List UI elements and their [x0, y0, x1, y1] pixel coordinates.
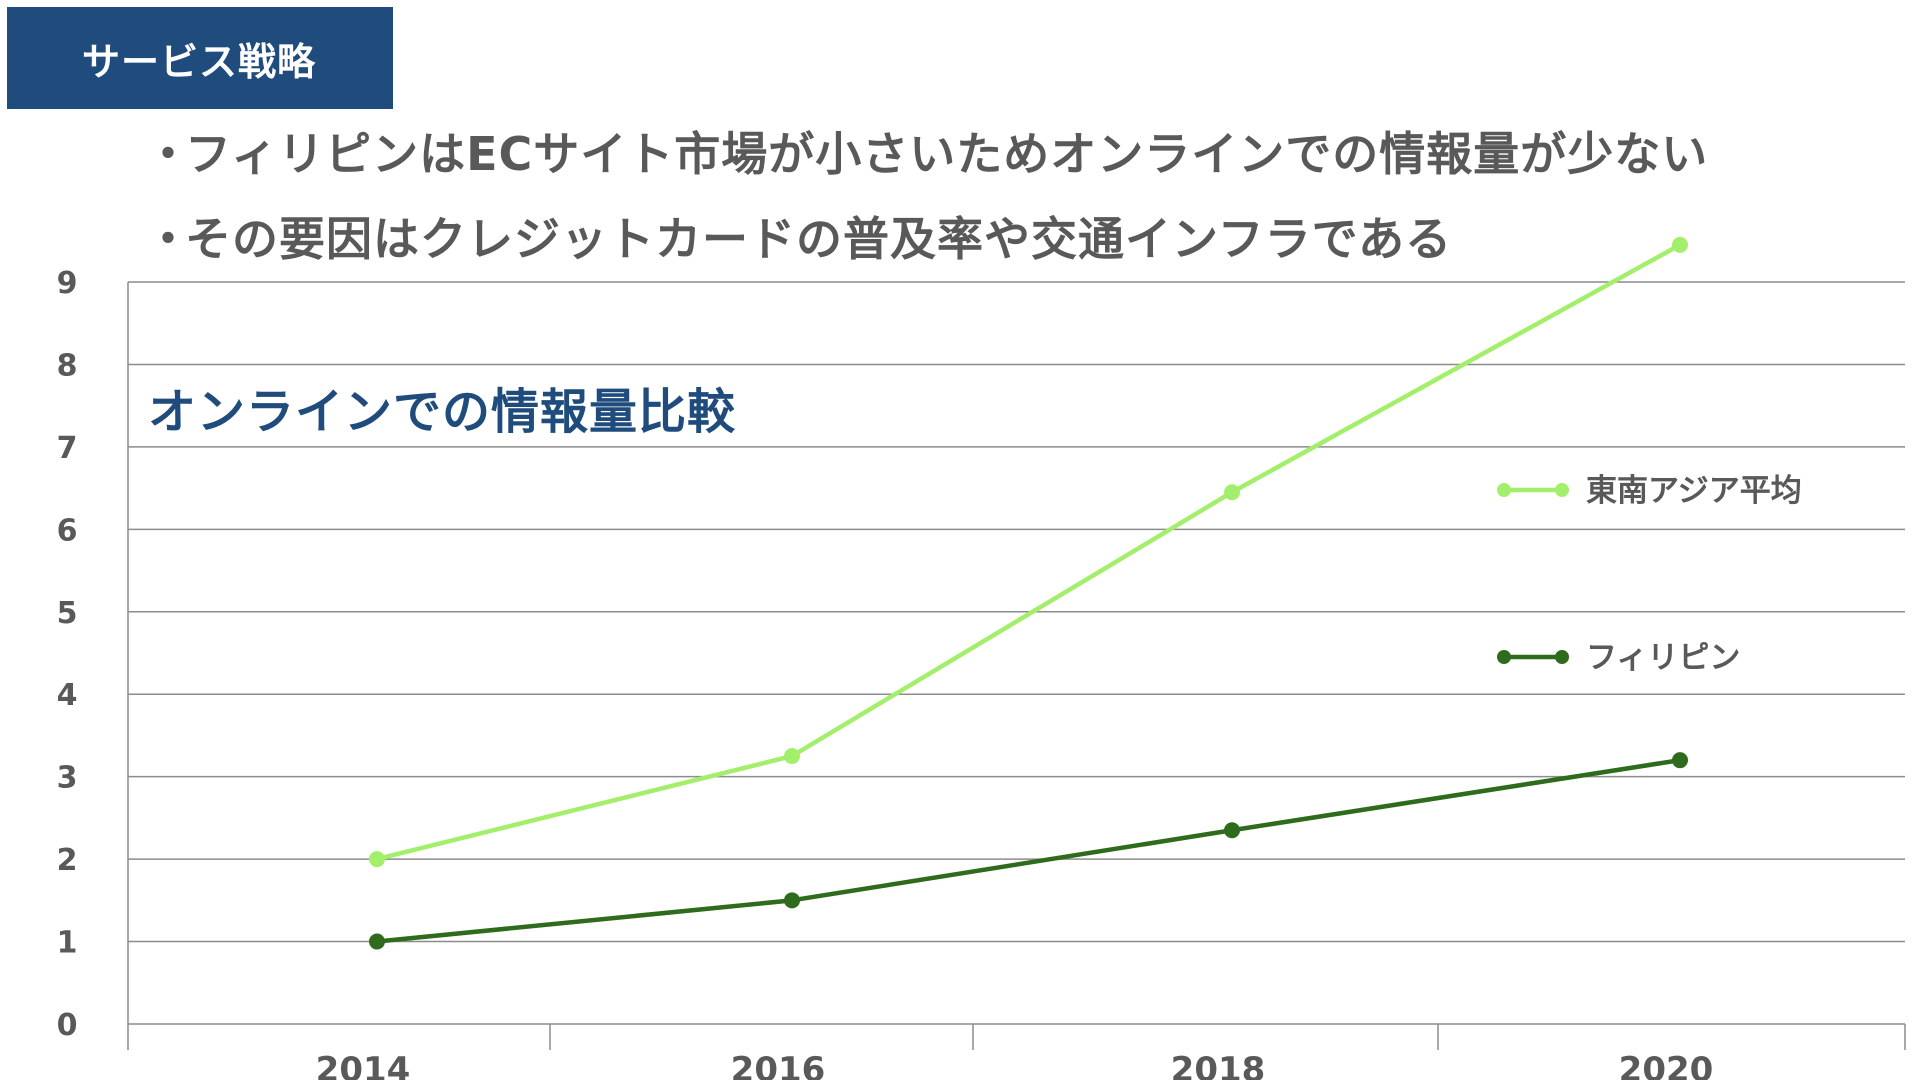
chart-series — [369, 236, 1688, 950]
legend-label: 東南アジア平均 — [1586, 473, 1802, 509]
section-header-title: サービス戦略 — [82, 39, 317, 84]
y-tick-label: 2 — [57, 843, 78, 878]
bullet-point-2: ・その要因はクレジットカードの普及率や交通インフラである — [145, 203, 1452, 269]
legend-label: フィリピン — [1586, 640, 1740, 676]
legend-marker — [1497, 650, 1511, 664]
data-point — [784, 748, 800, 765]
x-tick-label: 2018 — [1171, 1050, 1266, 1080]
data-point — [1672, 752, 1688, 769]
y-tick-label: 5 — [57, 596, 78, 631]
section-header: サービス戦略 — [7, 7, 393, 109]
x-tick-label: 2020 — [1619, 1050, 1714, 1080]
y-tick-label: 7 — [57, 431, 78, 466]
y-tick-label: 6 — [57, 513, 78, 548]
bullet-marker: ・ — [145, 127, 192, 181]
series-line-0 — [374, 242, 1683, 862]
data-point — [1224, 484, 1240, 501]
y-tick-label: 9 — [57, 266, 78, 301]
data-point — [369, 851, 385, 868]
data-point — [784, 892, 800, 909]
chart-axes: 0 1 2 3 4 5 6 7 8 9 2014 2016 2018 2020 — [57, 266, 1906, 1080]
chart-gridlines — [128, 281, 1905, 943]
data-point — [1672, 236, 1688, 253]
y-tick-label: 8 — [57, 348, 78, 383]
bullet-point-1: ・フィリピンはECサイト市場が小さいためオンラインでの情報量が少ない — [145, 118, 1708, 184]
y-tick-label: 3 — [57, 761, 78, 796]
x-tick-label: 2016 — [731, 1050, 826, 1080]
chart-title: オンラインでの情報量比較 — [148, 384, 737, 440]
y-tick-label: 0 — [57, 1008, 78, 1043]
data-point — [1224, 822, 1240, 839]
legend-marker — [1555, 483, 1569, 497]
y-tick-label: 1 — [57, 926, 78, 961]
legend-marker — [1555, 650, 1569, 664]
bullet-marker: ・ — [145, 212, 192, 266]
x-tick-label: 2014 — [316, 1050, 411, 1080]
bullet-text: フィリピンはECサイト市場が小さいためオンラインでの情報量が少ない — [185, 127, 1709, 181]
legend-marker — [1497, 483, 1511, 497]
data-point — [369, 933, 385, 950]
bullet-text: その要因はクレジットカードの普及率や交通インフラである — [185, 212, 1453, 266]
series-line-1 — [374, 757, 1683, 944]
y-tick-label: 4 — [57, 678, 78, 713]
